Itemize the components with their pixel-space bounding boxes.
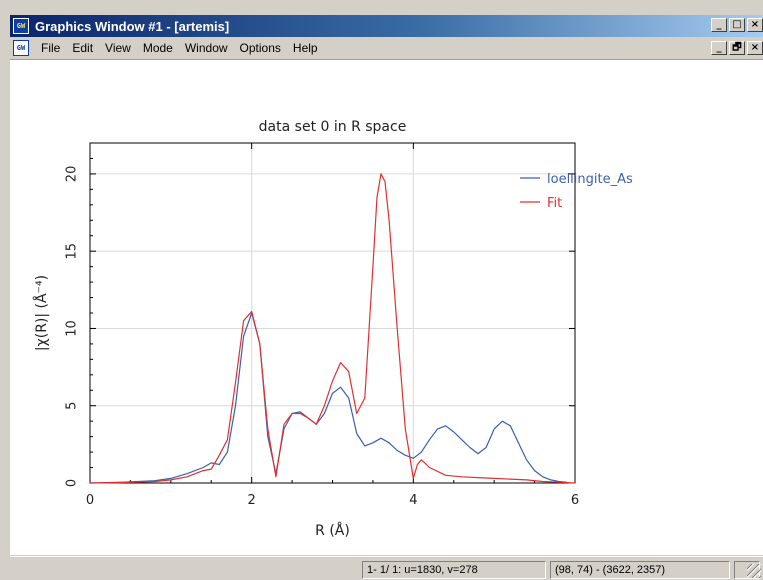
- menu-options[interactable]: Options: [239, 41, 281, 55]
- plot-area[interactable]: 0 2 4 6 0 5 10 15 20 data set 0 in R space R (Å) |χ…: [10, 59, 763, 555]
- y-tick-label: 5: [65, 402, 80, 410]
- resize-grip[interactable]: [747, 564, 761, 578]
- x-axis-label: R (Å): [315, 522, 350, 539]
- plot-frame: [89, 142, 576, 484]
- legend-label: Fit: [547, 196, 562, 211]
- window-title: Graphics Window #1 - [artemis]: [35, 18, 230, 34]
- y-tick-label: 0: [65, 479, 80, 487]
- x-tick-label: 4: [409, 493, 417, 508]
- doc-close-button[interactable]: ×: [747, 41, 763, 55]
- legend-label: loellingite_As: [547, 172, 633, 187]
- y-axis-label: |χ(R)| (Å⁻⁴): [33, 275, 50, 351]
- close-button[interactable]: ×: [747, 18, 763, 32]
- minimize-button[interactable]: _: [711, 18, 727, 32]
- maximize-button[interactable]: □: [729, 18, 745, 32]
- x-tick-label: 2: [248, 493, 256, 508]
- chart-title: data set 0 in R space: [259, 119, 407, 135]
- doc-minimize-button[interactable]: _: [711, 41, 727, 55]
- x-tick-label: 0: [86, 493, 94, 508]
- menu-view[interactable]: View: [105, 41, 131, 55]
- title-bar[interactable]: GW Graphics Window #1 - [artemis] _ □ ×: [10, 15, 763, 37]
- menu-bar: GW File Edit View Mode Window Options He…: [10, 37, 763, 59]
- document-controls: _ 🗗 ×: [711, 41, 763, 55]
- doc-restore-button[interactable]: 🗗: [729, 41, 745, 55]
- menu-mode[interactable]: Mode: [142, 41, 173, 55]
- status-bar: 1- 1/ 1: u=1830, v=278 (98, 74) - (3622,…: [10, 556, 763, 580]
- app-icon[interactable]: GW: [13, 18, 29, 34]
- status-viewport-range: (98, 74) - (3622, 2357): [550, 561, 730, 579]
- series-line-fit: [89, 173, 576, 484]
- chart-svg[interactable]: 0 2 4 6 0 5 10 15 20 data set 0 in R space R (Å) |χ…: [10, 60, 763, 556]
- menu-file[interactable]: File: [41, 41, 61, 55]
- menu-edit[interactable]: Edit: [72, 41, 94, 55]
- menu-window[interactable]: Window: [184, 41, 228, 55]
- window-controls: _ □ ×: [711, 18, 763, 32]
- status-cursor-info: 1- 1/ 1: u=1830, v=278: [362, 561, 546, 579]
- x-tick-label: 6: [571, 493, 579, 508]
- y-tick-label: 10: [65, 320, 80, 337]
- document-icon[interactable]: GW: [13, 40, 29, 56]
- y-tick-label: 20: [65, 166, 80, 183]
- menu-help[interactable]: Help: [292, 41, 318, 55]
- series-line-data: [89, 312, 567, 484]
- y-tick-label: 15: [65, 243, 80, 260]
